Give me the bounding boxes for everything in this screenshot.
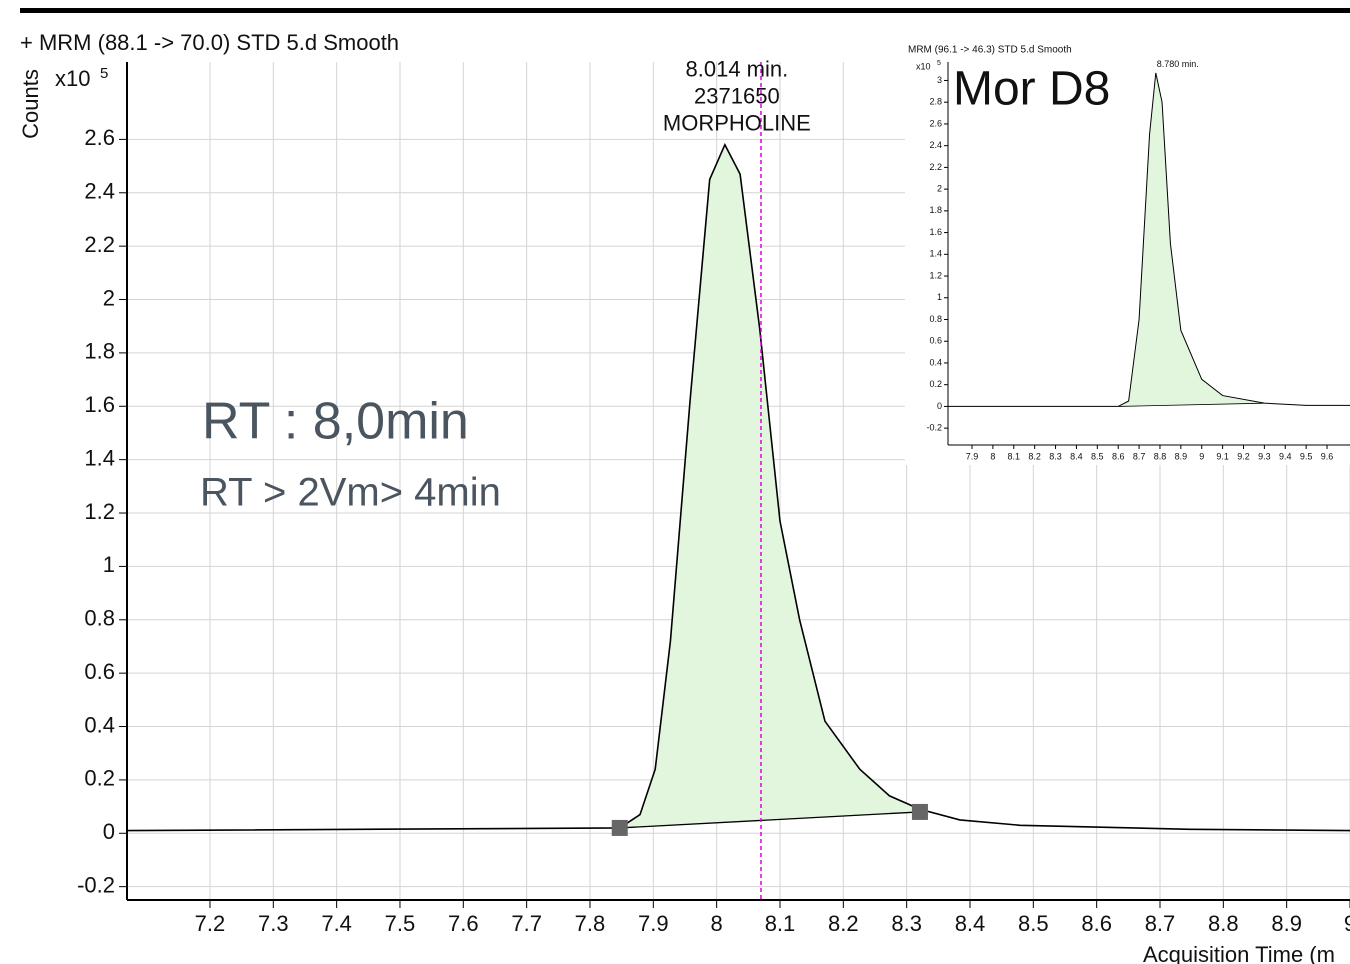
y-tick-label: 1.6 [84,392,115,417]
peak-fill [619,144,920,828]
x-tick-label: 8 [990,451,995,461]
x-tick-label: 8.1 [1008,451,1021,461]
y-axis-label: Counts [18,69,43,139]
y-tick-label: 1.2 [84,499,115,524]
rt-note: RT : 8,0min [202,393,469,451]
y-tick-label: 1.2 [929,270,942,280]
x-tick-label: 9.5 [1300,451,1313,461]
y-scale-exp: 5 [937,60,941,67]
x-tick-label: 8.7 [1133,451,1146,461]
x-tick-label: 8.9 [1175,451,1188,461]
y-scale: x10 [55,66,90,91]
x-tick-label: 8.3 [1049,451,1062,461]
x-tick-label: 8.3 [891,911,922,936]
y-tick-label: 2.4 [929,140,942,150]
y-tick-label: 0.4 [929,357,942,367]
x-tick-label: 9.1 [1216,451,1229,461]
x-tick-label: 8.9 [1271,911,1302,936]
peak-annotation: 8.014 min. [686,57,789,82]
x-tick-label: 8.8 [1208,911,1239,936]
y-tick-label: 0.2 [84,766,115,791]
y-tick-label: 1.6 [929,227,942,237]
x-tick-label: 8.2 [1028,451,1041,461]
x-tick-label: 8.6 [1081,911,1112,936]
x-tick-label: 9.6 [1321,451,1334,461]
chart: MRM (96.1 -> 46.3) STD 5.d Smooth x10 5 Mor… [905,40,1350,465]
y-tick-label: 2.2 [929,162,942,172]
y-tick-label: 2 [937,183,942,193]
y-tick-label: 1.8 [929,205,942,215]
y-tick-label: 0.8 [84,606,115,631]
x-tick-label: 8.5 [1018,911,1049,936]
y-tick-label: 1.4 [84,445,115,470]
peak-annotation: 8.780 min. [1157,59,1199,69]
y-tick-label: 0.8 [929,314,942,324]
y-tick-label: 0 [937,401,942,411]
y-tick-label: 2.6 [84,125,115,150]
peak-fill [1118,72,1265,407]
y-scale: x10 [916,61,931,71]
x-tick-label: 8.7 [1145,911,1176,936]
y-tick-label: 2.8 [929,97,942,107]
rt-note: RT > 2Vm> 4min [200,471,501,515]
integration-marker [611,819,628,836]
y-tick-label: 0 [103,819,115,844]
x-tick-label: 7.7 [511,911,542,936]
signal-line [948,72,1350,407]
x-tick-label: 9.4 [1279,451,1292,461]
y-tick-label: 2.6 [929,118,942,128]
x-tick-label: 8 [711,911,723,936]
x-axis-label: Acquisition Time (m [1143,942,1335,964]
y-tick-label: 1.8 [84,339,115,364]
x-tick-label: 8.2 [828,911,859,936]
y-tick-label: -0.2 [77,872,115,897]
x-tick-label: 8.4 [1070,451,1083,461]
y-tick-label: 2.4 [84,179,115,204]
integration-baseline [1118,402,1265,407]
x-tick-label: 9.3 [1258,451,1271,461]
top-bar [20,8,1350,13]
x-tick-label: 8.8 [1154,451,1167,461]
y-tick-label: 0.6 [929,336,942,346]
y-tick-label: 1.4 [929,249,942,259]
x-tick-label: 7.6 [448,911,479,936]
y-tick-label: 0.4 [84,712,115,737]
x-tick-label: 9 [1344,911,1350,936]
y-scale-exp: 5 [100,65,108,82]
x-tick-label: 7.2 [195,911,226,936]
y-tick-label: 1 [937,292,942,302]
peak-annotation: 2371650 [694,84,780,109]
x-tick-label: 8.6 [1112,451,1125,461]
x-tick-label: 7.8 [575,911,606,936]
x-tick-label: 8.4 [955,911,986,936]
y-tick-label: 2 [103,285,115,310]
integration-baseline [619,811,920,829]
signal-line [127,142,1350,832]
x-tick-label: 7.9 [966,451,979,461]
y-tick-label: -0.2 [926,423,942,433]
y-tick-label: 0.2 [929,379,942,389]
x-tick-label: 7.4 [321,911,352,936]
y-tick-label: 3 [937,75,942,85]
chart: + MRM (88.1 -> 70.0) STD 5.d Smooth Count… [18,30,1350,964]
peak-annotation: MORPHOLINE [663,111,811,136]
x-tick-label: 9.2 [1237,451,1250,461]
inset-label: Mor D8 [953,63,1110,116]
x-tick-label: 7.5 [385,911,416,936]
x-tick-label: 7.9 [638,911,669,936]
y-tick-label: 1 [103,552,115,577]
chart-title: + MRM (88.1 -> 70.0) STD 5.d Smooth [20,30,399,55]
integration-marker [911,803,928,820]
inset-panel [905,40,1350,465]
y-tick-label: 0.6 [84,659,115,684]
x-tick-label: 9 [1199,451,1204,461]
y-tick-label: 2.2 [84,232,115,257]
x-tick-label: 8.1 [765,911,796,936]
x-tick-label: 7.3 [258,911,289,936]
chart-title: MRM (96.1 -> 46.3) STD 5.d Smooth [908,45,1072,56]
x-tick-label: 8.5 [1091,451,1104,461]
